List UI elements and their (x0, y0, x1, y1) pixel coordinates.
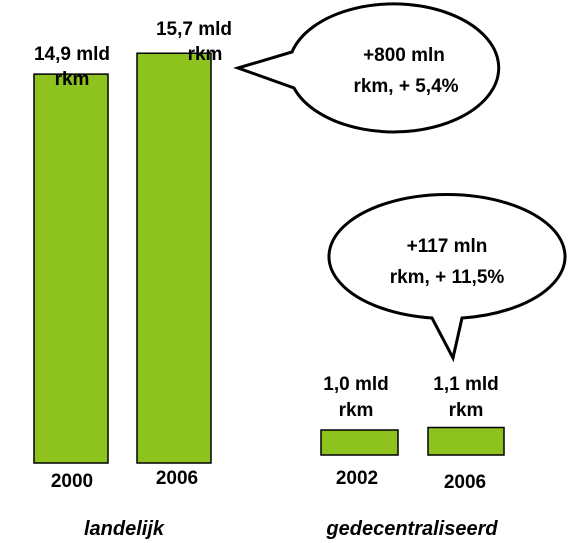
year-label-2000: 2000 (51, 471, 93, 492)
year-label-2002: 2002 (336, 468, 378, 489)
value-label-gedecentraliseerd-2002: 1,0 mld (323, 374, 388, 395)
value-label-landelijk-2006-unit: rkm (188, 44, 223, 65)
value-label-landelijk-2000: 14,9 mld (34, 44, 110, 65)
bar-landelijk-2006 (136, 52, 212, 464)
value-label-gedecentraliseerd-2002-unit: rkm (339, 400, 374, 421)
category-label-landelijk: landelijk (84, 518, 165, 540)
callout-bubble-landelijk (233, 2, 501, 134)
bar-landelijk-2000 (33, 73, 109, 464)
category-label-gedecentraliseerd: gedecentraliseerd (325, 518, 498, 540)
callout-text-landelijk-line2: rkm, + 5,4% (353, 76, 458, 97)
value-label-gedecentraliseerd-2006-unit: rkm (449, 400, 484, 421)
value-label-gedecentraliseerd-2006: 1,1 mld (433, 374, 498, 395)
year-label-2006-landelijk: 2006 (156, 468, 198, 489)
bar-gedecentraliseerd-2006 (427, 426, 505, 456)
callout-bubble-gedecentraliseerd (327, 193, 567, 363)
year-label-2006-gedecentraliseerd: 2006 (444, 472, 486, 493)
bar-gedecentraliseerd-2002 (320, 429, 399, 456)
value-label-landelijk-2000-unit: rkm (55, 69, 90, 90)
callout-text-landelijk-line1: +800 mln (363, 45, 445, 66)
callout-text-gedecentraliseerd-line2: rkm, + 11,5% (390, 267, 505, 288)
callout-text-gedecentraliseerd-line1: +117 mln (407, 236, 488, 257)
value-label-landelijk-2006: 15,7 mld (156, 19, 232, 40)
